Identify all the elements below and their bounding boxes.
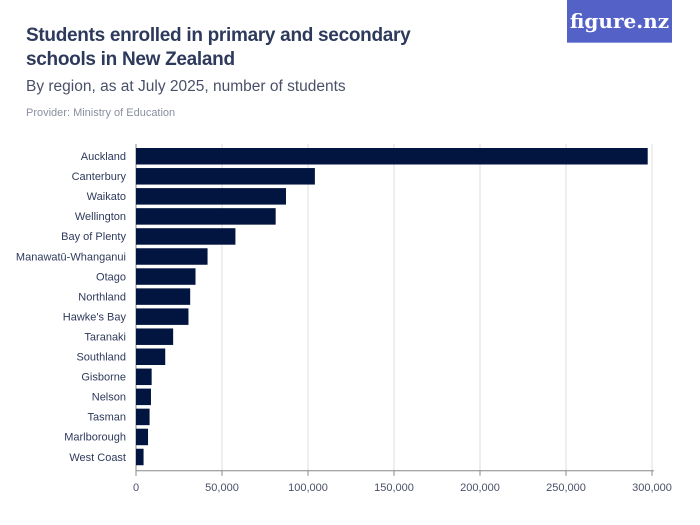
x-tick-label: 0 (133, 482, 139, 494)
category-label: Tasman (87, 412, 126, 424)
bar-manawat-whanganui (136, 248, 208, 265)
category-label: Nelson (92, 392, 126, 404)
x-tick-label: 200,000 (460, 482, 500, 494)
category-label: Gisborne (81, 372, 126, 384)
chart-subtitle: By region, as at July 2025, number of st… (26, 78, 346, 95)
bar-waikato (136, 188, 286, 205)
category-label: Hawke's Bay (63, 311, 127, 323)
bar-auckland (136, 148, 648, 165)
category-label: Bay of Plenty (61, 231, 126, 243)
bar-bay-of-plenty (136, 228, 236, 245)
bar-otago (136, 268, 196, 285)
category-label: Northland (78, 291, 126, 303)
category-label: West Coast (69, 452, 126, 464)
category-label: Otago (96, 271, 126, 283)
category-label: Canterbury (72, 171, 127, 183)
bar-gisborne (136, 368, 152, 386)
x-tick-label: 50,000 (205, 482, 239, 494)
bar-nelson (136, 388, 151, 406)
provider-text: Provider: Ministry of Education (26, 107, 176, 119)
bar-northland (136, 288, 191, 305)
x-tick-label: 150,000 (374, 482, 414, 494)
bar-canterbury (136, 168, 315, 185)
category-label: Auckland (81, 151, 126, 163)
x-tick-label: 250,000 (546, 482, 586, 494)
category-label: Taranaki (84, 331, 126, 343)
bar-wellington (136, 208, 276, 225)
x-tick-label: 300,000 (632, 482, 672, 494)
bar-tasman (136, 408, 150, 426)
category-label: Manawatū-Whanganui (16, 251, 126, 263)
category-label: Wellington (75, 211, 126, 223)
x-tick-label: 100,000 (288, 482, 328, 494)
figure-nz-logo[interactable]: figure.nz (567, 0, 672, 43)
bar-taranaki (136, 328, 174, 345)
bar-southland (136, 348, 166, 365)
bar-hawke-s-bay (136, 308, 189, 325)
category-label: Marlborough (64, 432, 126, 444)
bar-marlborough (136, 428, 149, 446)
category-label: Waikato (87, 191, 126, 203)
category-label: Southland (76, 352, 126, 364)
chart-title: Students enrolled in primary and seconda… (26, 25, 411, 70)
bar-west-coast (136, 448, 144, 466)
